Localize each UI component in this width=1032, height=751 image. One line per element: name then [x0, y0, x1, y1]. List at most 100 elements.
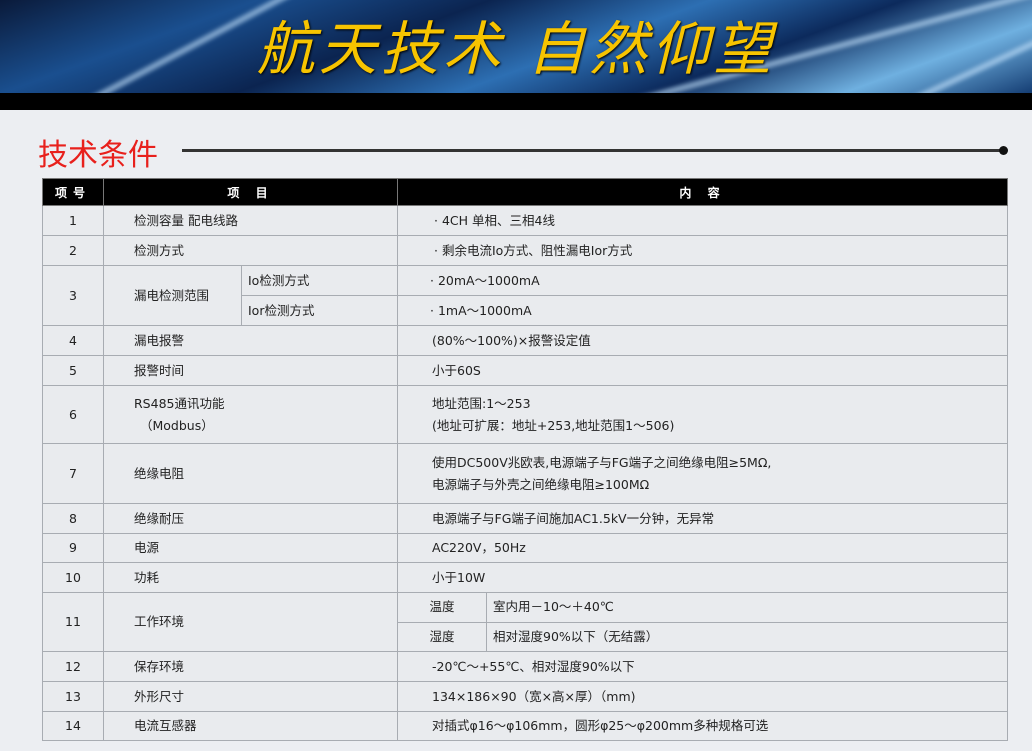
cell-text: RS485通讯功能 — [134, 395, 225, 411]
row-number: 9 — [42, 533, 104, 563]
cell-text: Ior检测方式 — [248, 302, 315, 318]
header-content: 内 容 — [397, 178, 1008, 206]
cell-text: 漏电检测范围 — [134, 287, 210, 303]
cell: 电流互感器 — [103, 711, 398, 741]
cell: 使用DC500V兆欧表,电源端子与FG端子之间绝缘电阻≥5MΩ, 电源端子与外壳之… — [397, 443, 1008, 504]
table-row: 13 外形尺寸 134×186×90（宽×高×厚）（mm) — [42, 681, 1008, 712]
cell-text: 外形尺寸 — [134, 688, 185, 704]
cell-text: 报警时间 — [134, 362, 185, 378]
cell: 保存环境 — [103, 651, 398, 682]
banner-slogan: 航天技术 自然仰望 — [256, 15, 776, 83]
table-row: 14 电流互感器 对插式φ16～φ106mm，圆形φ25～φ200mm多种规格可选 — [42, 711, 1008, 741]
cell: 地址范围:1～253 (地址可扩展：地址+253,地址范围1～506) — [397, 385, 1008, 444]
row-number: 13 — [42, 681, 104, 712]
cell-text: 功耗 — [134, 569, 160, 585]
cell-text: Io检测方式 — [248, 272, 310, 288]
table-row: 4 漏电报警 (80%～100%)×报警设定值 — [42, 325, 1008, 356]
row-number: 8 — [42, 503, 104, 534]
cell: 湿度 — [397, 621, 487, 652]
cell-text: · 4CH 单相、三相4线 — [434, 212, 555, 228]
table-row: 7 绝缘电阻 使用DC500V兆欧表,电源端子与FG端子之间绝缘电阻≥5MΩ, 电源端… — [42, 443, 1008, 504]
row-number: 7 — [42, 443, 104, 504]
cell: · 剩余电流Io方式、阻性漏电Ior方式 — [397, 235, 1008, 266]
cell-text: 13 — [65, 688, 81, 704]
table-row: 9 电源 AC220V，50Hz — [42, 533, 1008, 563]
cell-text: 14 — [65, 718, 81, 733]
cell-text: 检测方式 — [134, 242, 185, 258]
cell-text: 1 — [69, 212, 77, 228]
cell: 小于60S — [397, 355, 1008, 386]
cell-text: 相对湿度90%以下（无结露） — [493, 628, 659, 644]
cell-text: 11 — [65, 614, 81, 629]
cell-text: · 20mA～1000mA — [430, 272, 540, 288]
table-row: 3 漏电检测范围 Io检测方式 · 20mA～1000mA — [42, 265, 1008, 326]
title-rule-dot — [999, 146, 1008, 155]
table-row: 1 检测容量 配电线路 · 4CH 单相、三相4线 — [42, 205, 1008, 236]
cell: · 4CH 单相、三相4线 — [397, 205, 1008, 236]
cell-text: 134×186×90（宽×高×厚）（mm) — [432, 688, 636, 704]
cell: 室内用－10～＋40℃ — [486, 592, 1008, 623]
header-no: 项号 — [42, 178, 104, 206]
cell: -20℃～+55℃、相对湿度90%以下 — [397, 651, 1008, 682]
cell-text: 小于10W — [432, 569, 486, 585]
cell: 电源 — [103, 533, 398, 563]
cell-text: 12 — [65, 658, 81, 674]
table-row: 湿度 相对湿度90%以下（无结露） — [43, 621, 1008, 652]
cell: 相对湿度90%以下（无结露） — [486, 621, 1008, 652]
cell-text: (80%～100%)×报警设定值 — [432, 332, 591, 348]
row-number: 11 — [42, 592, 104, 652]
cell-text: · 剩余电流Io方式、阻性漏电Ior方式 — [434, 242, 633, 258]
cell-text: 保存环境 — [134, 658, 185, 674]
row-number: 10 — [42, 562, 104, 593]
cell: Io检测方式 — [241, 265, 398, 296]
row-number: 14 — [42, 711, 104, 741]
cell-text: 使用DC500V兆欧表,电源端子与FG端子之间绝缘电阻≥5MΩ, — [432, 454, 772, 470]
cell-text: 电源端子与外壳之间绝缘电阻≥100MΩ — [432, 476, 650, 492]
row-number: 6 — [42, 385, 104, 444]
row-number: 12 — [42, 651, 104, 682]
cell: · 1mA～1000mA — [397, 295, 1008, 326]
cell-text: -20℃～+55℃、相对湿度90%以下 — [432, 658, 635, 674]
cell-text: 6 — [69, 406, 77, 422]
cell-text: AC220V，50Hz — [432, 540, 526, 555]
cell-text: 电流互感器 — [134, 718, 197, 733]
cell-text: 8 — [69, 510, 77, 526]
table-row: 6 RS485通讯功能 （Modbus） 地址范围:1～253 (地址可扩展：地址+25… — [42, 385, 1008, 444]
cell: 电源端子与FG端子间施加AC1.5kV一分钟，无异常 — [397, 503, 1008, 534]
cell-text: 2 — [69, 242, 77, 258]
title-rule — [182, 149, 1002, 152]
cell: 小于10W — [397, 562, 1008, 593]
cell-text: 3 — [69, 287, 77, 303]
cell: 检测方式 — [103, 235, 398, 266]
cell: Ior检测方式 — [241, 295, 398, 326]
cell-text: 电源端子与FG端子间施加AC1.5kV一分钟，无异常 — [432, 510, 715, 526]
cell: 温度 — [397, 592, 487, 623]
cell: 漏电报警 — [103, 325, 398, 356]
cell: 报警时间 — [103, 355, 398, 386]
spec-table: 项号 项 目 内 容 1 检测容量 配电线路 · 4CH 单相、三相4线 2 检测方式 ·… — [42, 178, 1008, 741]
cell-text: 温度 — [429, 599, 455, 615]
cell-text: 对插式φ16～φ106mm，圆形φ25～φ200mm多种规格可选 — [432, 718, 769, 733]
cell-text: 漏电报警 — [134, 332, 185, 348]
divider-bar — [0, 93, 1032, 110]
table-row: 11 工作环境 温度 室内用－10～＋40℃ — [42, 592, 1008, 652]
cell-text: 绝缘耐压 — [134, 510, 185, 526]
cell-text: 绝缘电阻 — [134, 465, 185, 481]
cell-text: 5 — [69, 362, 77, 378]
table-header: 项号 项 目 内 容 — [42, 178, 1008, 206]
cell: 功耗 — [103, 562, 398, 593]
cell: 绝缘耐压 — [103, 503, 398, 534]
header-item: 项 目 — [103, 178, 398, 206]
table-row: 10 功耗 小于10W — [42, 562, 1008, 593]
cell: 绝缘电阻 — [103, 443, 398, 504]
cell: (80%～100%)×报警设定值 — [397, 325, 1008, 356]
row-number: 4 — [42, 325, 104, 356]
cell-text: 9 — [69, 540, 77, 555]
cell: 漏电检测范围 — [103, 265, 242, 326]
row-number: 1 — [42, 205, 104, 236]
cell-text: · 1mA～1000mA — [430, 302, 532, 318]
cell-text: 电源 — [134, 540, 160, 555]
cell-text: 检测容量 配电线路 — [134, 212, 238, 228]
table-row: 12 保存环境 -20℃～+55℃、相对湿度90%以下 — [42, 651, 1008, 682]
cell: 工作环境 — [103, 592, 398, 652]
